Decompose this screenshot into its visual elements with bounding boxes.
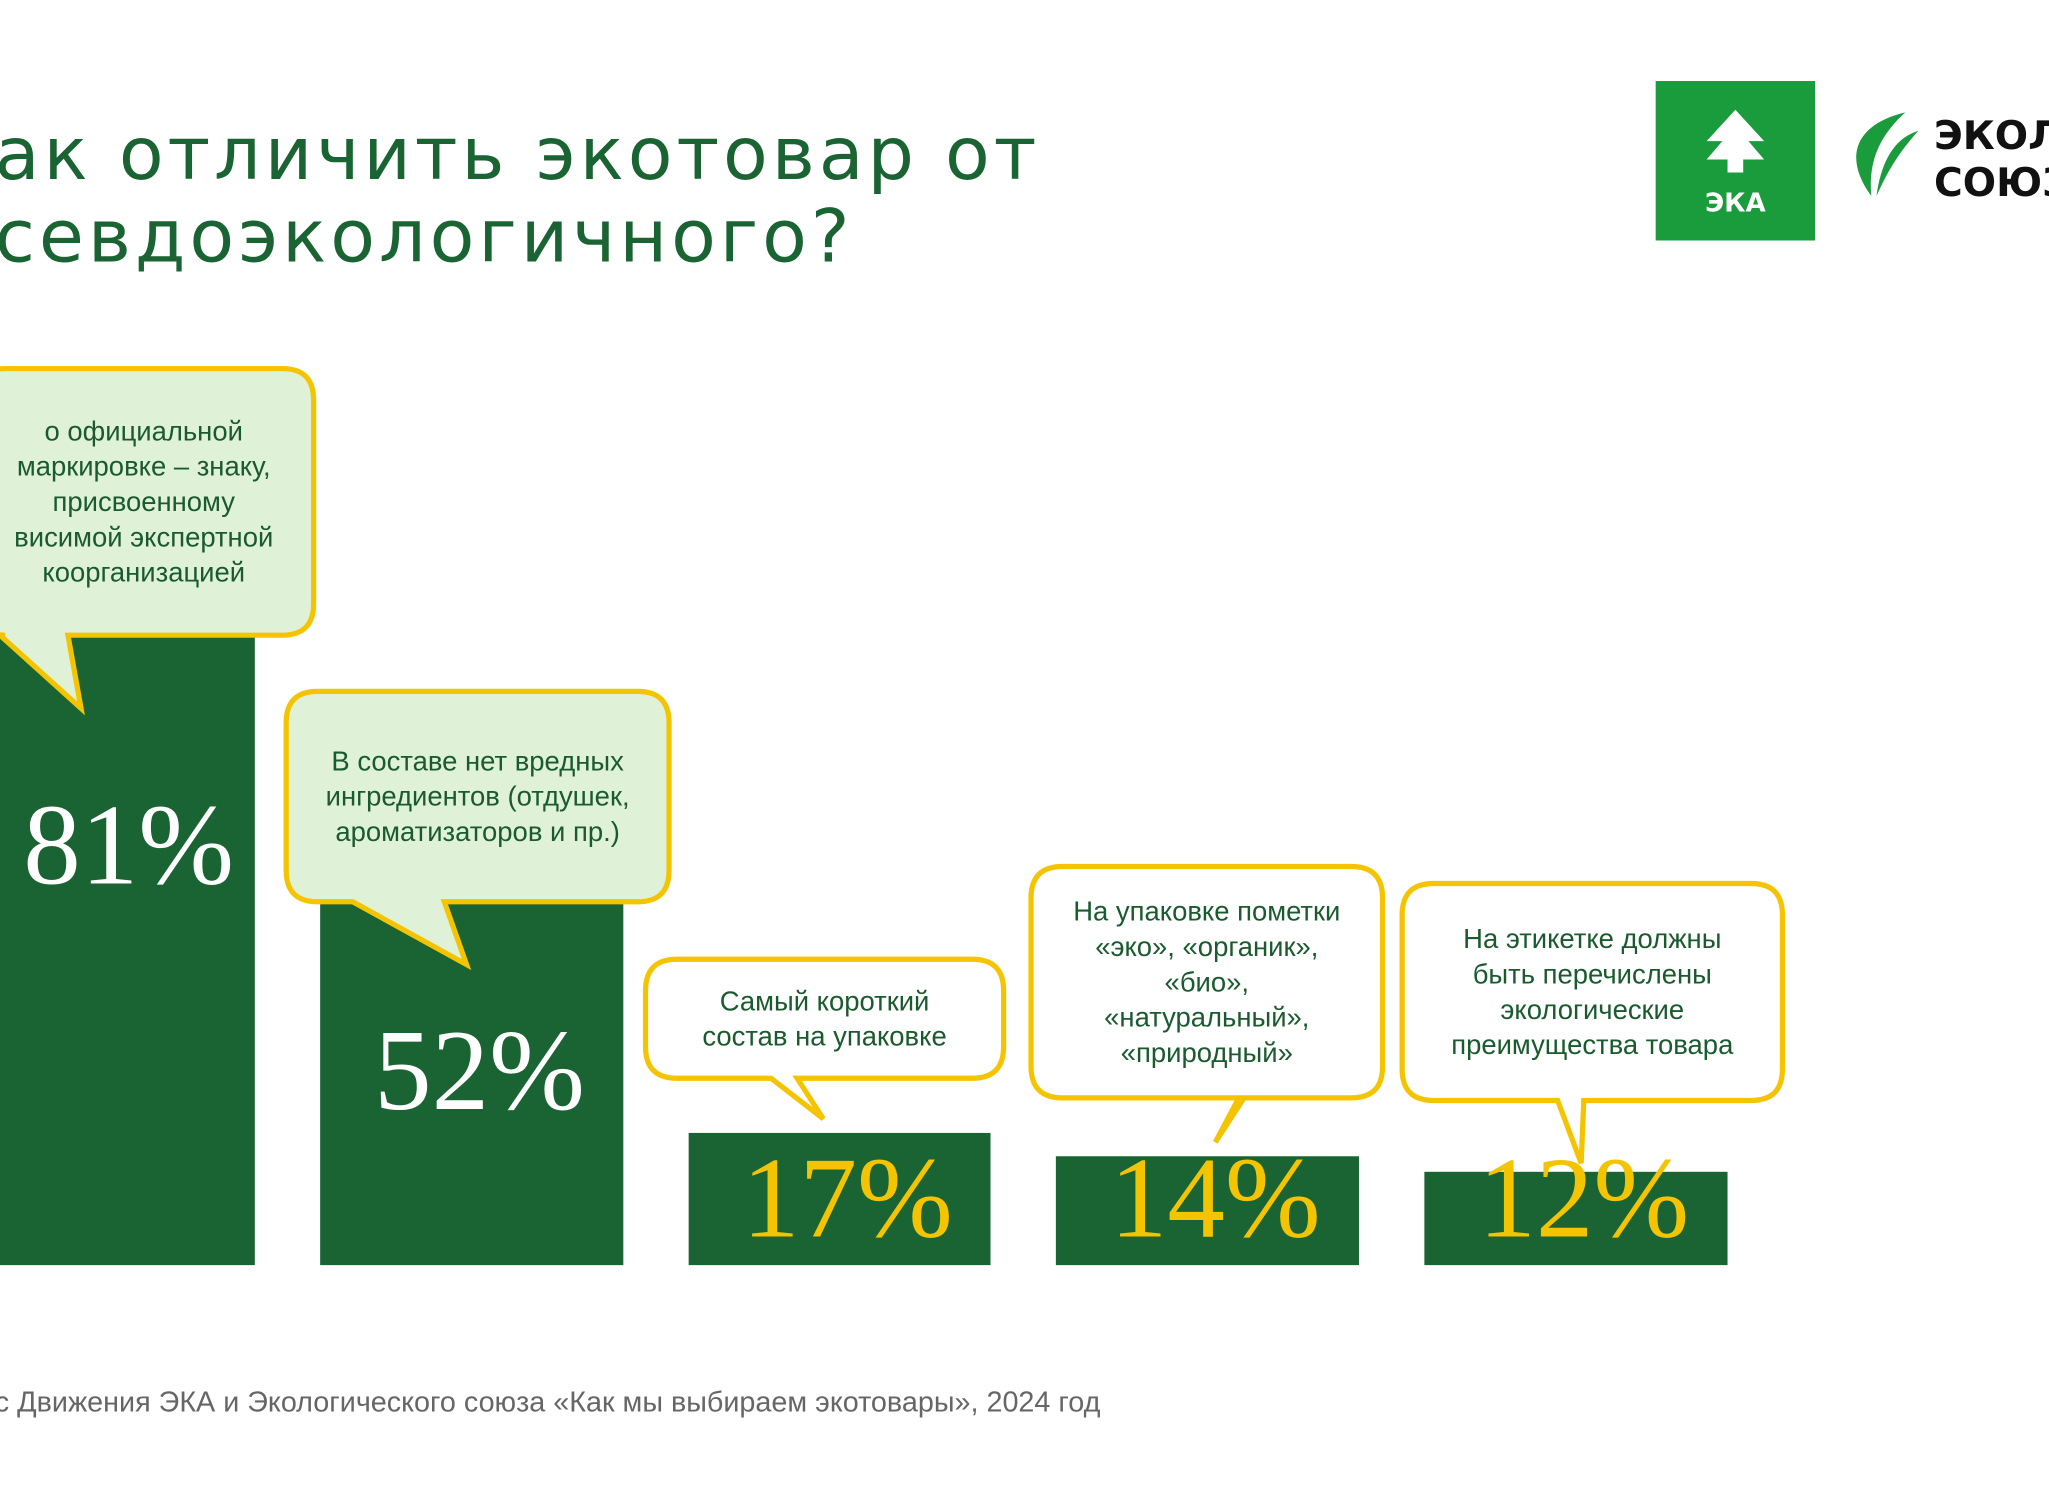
union-text: СОЮЗ (1934, 161, 2049, 206)
callout-text: На упаковке пометки (1073, 896, 1340, 927)
callout-text: «био», (1165, 966, 1249, 997)
callout-text: присвоенному (53, 486, 236, 517)
callout-text: преимущества товара (1451, 1029, 1734, 1060)
bar (688, 1132, 991, 1266)
callout-bubble (642, 956, 1007, 1121)
value-label: 14% (1110, 1134, 1321, 1261)
eka-text: ЭКА (1705, 189, 1767, 219)
callout-text: ароматизаторов и пр.) (335, 816, 619, 847)
callout-text: ингредиентов (отдушек, (326, 781, 630, 812)
title-line: севдоэкологичного? (0, 194, 854, 279)
value-label: 81% (23, 782, 234, 909)
callout-bubble (283, 688, 672, 971)
bar (1424, 1171, 1728, 1266)
callout-text: состав на упаковке (702, 1021, 946, 1052)
callout-text: «эко», «органик», (1095, 931, 1318, 962)
callout-text: быть перечислены (1473, 958, 1712, 989)
value-label: 17% (742, 1134, 953, 1261)
callout-bubble (1028, 863, 1386, 1144)
bar (320, 860, 624, 1266)
callout-text: «природный» (1121, 1037, 1293, 1068)
title-line: ак отличить экотовар от (0, 112, 1040, 197)
callout-text: висимой экспертной (14, 521, 273, 552)
value-label: 52% (374, 1007, 585, 1134)
callout-text: экологические (1500, 994, 1684, 1025)
bar (1055, 1156, 1360, 1266)
union-icon (1856, 112, 1919, 197)
callout-bubble (0, 365, 317, 716)
footnote: с Движения ЭКА и Экологического союза «К… (0, 1387, 1101, 1419)
bar (0, 635, 255, 1266)
union-text: ЭКОЛО (1934, 114, 2049, 159)
callout-text: В составе нет вредных (331, 745, 624, 776)
callout-bubble (1399, 880, 1786, 1165)
callout-text: Самый короткий (720, 985, 930, 1016)
callout-text: о официальной (45, 415, 243, 446)
callout-text: коорганизацией (42, 557, 245, 588)
callout-text: «натуральный», (1104, 1002, 1309, 1033)
callout-text: На этикетке должны (1463, 923, 1721, 954)
callout-text: маркировке – знаку, (17, 451, 271, 482)
eka-icon (1706, 109, 1765, 173)
